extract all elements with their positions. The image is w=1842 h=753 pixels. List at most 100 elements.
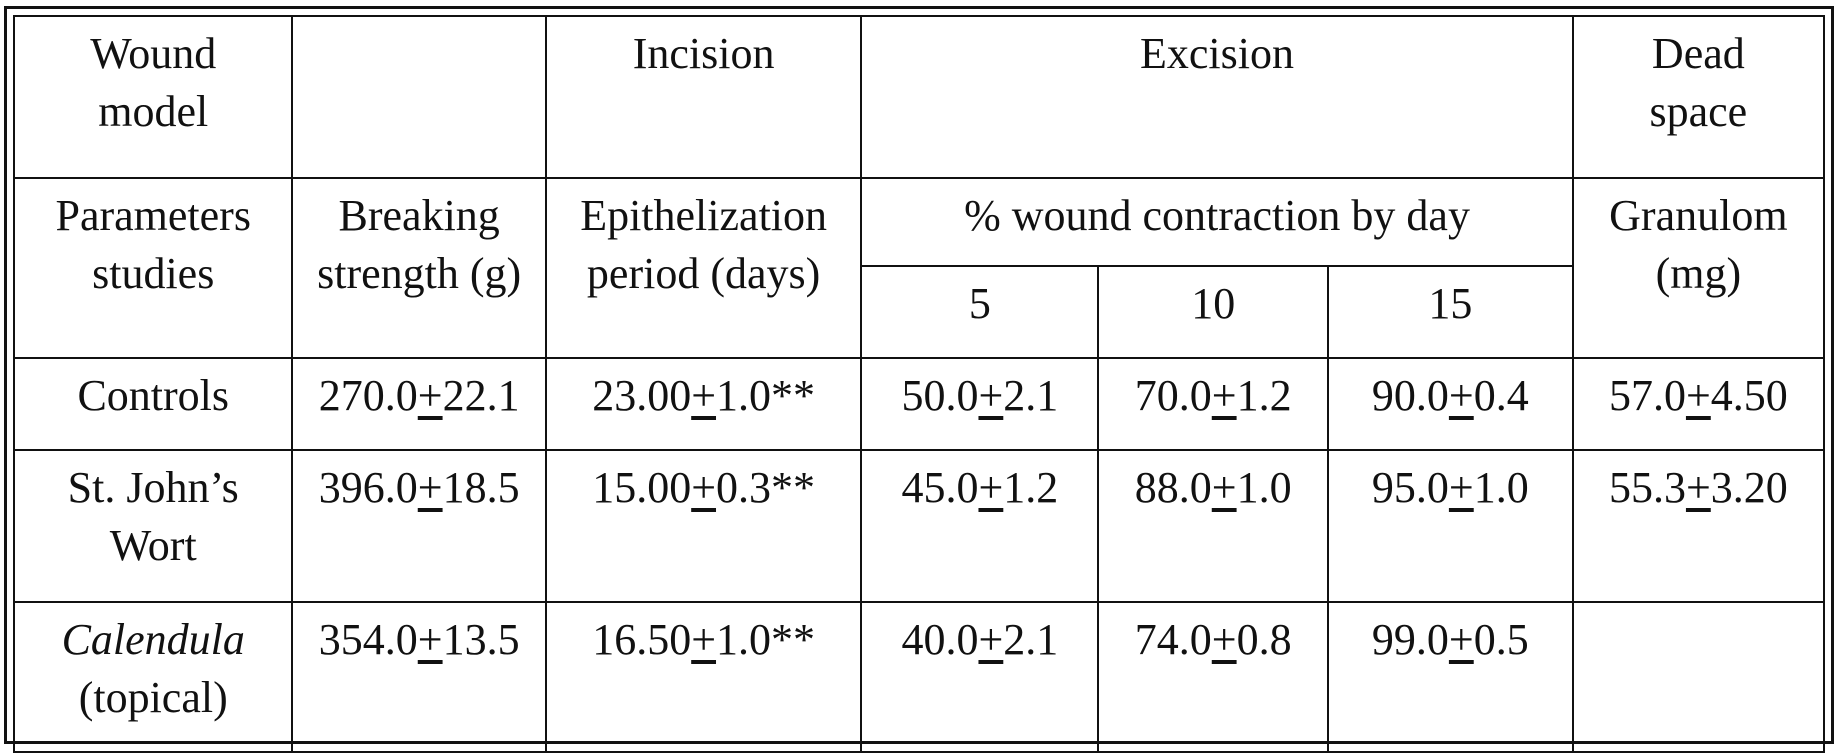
cell-granulom: 57.0+4.50 <box>1573 358 1824 450</box>
plus-minus-sign: + <box>978 371 1003 420</box>
header-wound-model-line2: model <box>21 83 285 141</box>
header-granulom: Granulom (mg) <box>1573 178 1824 358</box>
cell-sd: 0.4 <box>1474 371 1529 420</box>
cell-sd: 1.2 <box>1003 463 1058 512</box>
cell-breaking: 396.0+18.5 <box>292 450 545 602</box>
cell-sd: 1.0** <box>716 371 815 420</box>
cell-contraction-5: 45.0+1.2 <box>861 450 1098 602</box>
cell-contraction-10: 74.0+0.8 <box>1098 602 1328 752</box>
plus-minus-sign: + <box>691 615 716 664</box>
header-epith-line1: Epithelization <box>553 187 854 245</box>
cell-breaking: 270.0+22.1 <box>292 358 545 450</box>
cell-mean: 50.0 <box>901 371 978 420</box>
header-incision: Incision <box>546 16 861 178</box>
header-parameters: Parameters studies <box>14 178 292 358</box>
wound-healing-table: Wound model Incision Excision Dead space… <box>13 15 1825 753</box>
cell-mean: 57.0 <box>1609 371 1686 420</box>
cell-sd: 4.50 <box>1711 371 1788 420</box>
row-name: Controls <box>14 358 292 450</box>
cell-epithelization: 15.00+0.3** <box>546 450 861 602</box>
header-day-10-label: 10 <box>1191 279 1235 328</box>
cell-mean: 88.0 <box>1135 463 1212 512</box>
cell-mean: 40.0 <box>901 615 978 664</box>
header-row-wound-model: Wound model Incision Excision Dead space <box>14 16 1824 178</box>
header-excision: Excision <box>861 16 1572 178</box>
plus-minus-sign: + <box>418 371 443 420</box>
header-dead-space: Dead space <box>1573 16 1824 178</box>
cell-sd: 13.5 <box>443 615 520 664</box>
plus-minus-sign: + <box>978 463 1003 512</box>
cell-mean: 270.0 <box>319 371 418 420</box>
header-row-parameters: Parameters studies Breaking strength (g)… <box>14 178 1824 266</box>
header-parameters-line2: studies <box>21 245 285 303</box>
cell-sd: 3.20 <box>1711 463 1788 512</box>
cell-mean: 90.0 <box>1372 371 1449 420</box>
header-dead-space-line1: Dead <box>1580 25 1817 83</box>
table-row: Calendula (topical) 354.0+13.5 16.50+1.0… <box>14 602 1824 752</box>
plus-minus-sign: + <box>691 463 716 512</box>
plus-minus-sign: + <box>1449 615 1474 664</box>
header-day-10: 10 <box>1098 266 1328 358</box>
cell-sd: 18.5 <box>443 463 520 512</box>
cell-contraction-15: 95.0+1.0 <box>1328 450 1573 602</box>
cell-mean: 99.0 <box>1372 615 1449 664</box>
cell-contraction-15: 99.0+0.5 <box>1328 602 1573 752</box>
plus-minus-sign: + <box>1449 463 1474 512</box>
cell-mean: 45.0 <box>901 463 978 512</box>
plus-minus-sign: + <box>1212 371 1237 420</box>
cell-mean: 354.0 <box>319 615 418 664</box>
row-name: St. John’s Wort <box>14 450 292 602</box>
header-day-5: 5 <box>861 266 1098 358</box>
cell-mean: 95.0 <box>1372 463 1449 512</box>
cell-sd: 1.0** <box>716 615 815 664</box>
plus-minus-sign: + <box>978 615 1003 664</box>
cell-breaking: 354.0+13.5 <box>292 602 545 752</box>
header-breaking-line2: strength (g) <box>299 245 538 303</box>
cell-contraction-5: 50.0+2.1 <box>861 358 1098 450</box>
header-contraction-label: % wound contraction by day <box>868 187 1565 245</box>
plus-minus-sign: + <box>1686 463 1711 512</box>
cell-granulom: 55.3+3.20 <box>1573 450 1824 602</box>
header-wound-model: Wound model <box>14 16 292 178</box>
table-frame: Wound model Incision Excision Dead space… <box>4 6 1834 744</box>
cell-contraction-10: 70.0+1.2 <box>1098 358 1328 450</box>
cell-mean: 74.0 <box>1135 615 1212 664</box>
cell-epithelization: 16.50+1.0** <box>546 602 861 752</box>
cell-contraction-5: 40.0+2.1 <box>861 602 1098 752</box>
plus-minus-sign: + <box>418 615 443 664</box>
plus-minus-sign: + <box>691 371 716 420</box>
cell-contraction-15: 90.0+0.4 <box>1328 358 1573 450</box>
plus-minus-sign: + <box>1686 371 1711 420</box>
row-name-line1: Controls <box>21 367 285 425</box>
cell-sd: 0.5 <box>1474 615 1529 664</box>
header-granulom-line1: Granulom <box>1580 187 1817 245</box>
plus-minus-sign: + <box>418 463 443 512</box>
cell-mean: 70.0 <box>1135 371 1212 420</box>
header-contraction: % wound contraction by day <box>861 178 1572 266</box>
cell-mean: 15.00 <box>592 463 691 512</box>
cell-contraction-10: 88.0+1.0 <box>1098 450 1328 602</box>
header-blank <box>292 16 545 178</box>
cell-sd: 1.0 <box>1237 463 1292 512</box>
cell-epithelization: 23.00+1.0** <box>546 358 861 450</box>
row-name: Calendula (topical) <box>14 602 292 752</box>
row-name-line2: (topical) <box>21 669 285 727</box>
header-incision-label: Incision <box>553 25 854 83</box>
header-excision-label: Excision <box>868 25 1565 83</box>
cell-sd: 2.1 <box>1003 371 1058 420</box>
row-name-line2: Wort <box>21 517 285 575</box>
cell-mean: 16.50 <box>592 615 691 664</box>
header-parameters-line1: Parameters <box>21 187 285 245</box>
header-granulom-line2: (mg) <box>1580 245 1817 303</box>
plus-minus-sign: + <box>1449 371 1474 420</box>
row-name-line1: St. John’s <box>21 459 285 517</box>
cell-mean: 396.0 <box>319 463 418 512</box>
table-row: Controls 270.0+22.1 23.00+1.0** 50.0+2.1… <box>14 358 1824 450</box>
header-day-5-label: 5 <box>969 279 991 328</box>
table-row: St. John’s Wort 396.0+18.5 15.00+0.3** 4… <box>14 450 1824 602</box>
cell-sd: 2.1 <box>1003 615 1058 664</box>
row-name-line1: Calendula <box>21 611 285 669</box>
header-epithelization: Epithelization period (days) <box>546 178 861 358</box>
header-day-15: 15 <box>1328 266 1573 358</box>
header-breaking-line1: Breaking <box>299 187 538 245</box>
